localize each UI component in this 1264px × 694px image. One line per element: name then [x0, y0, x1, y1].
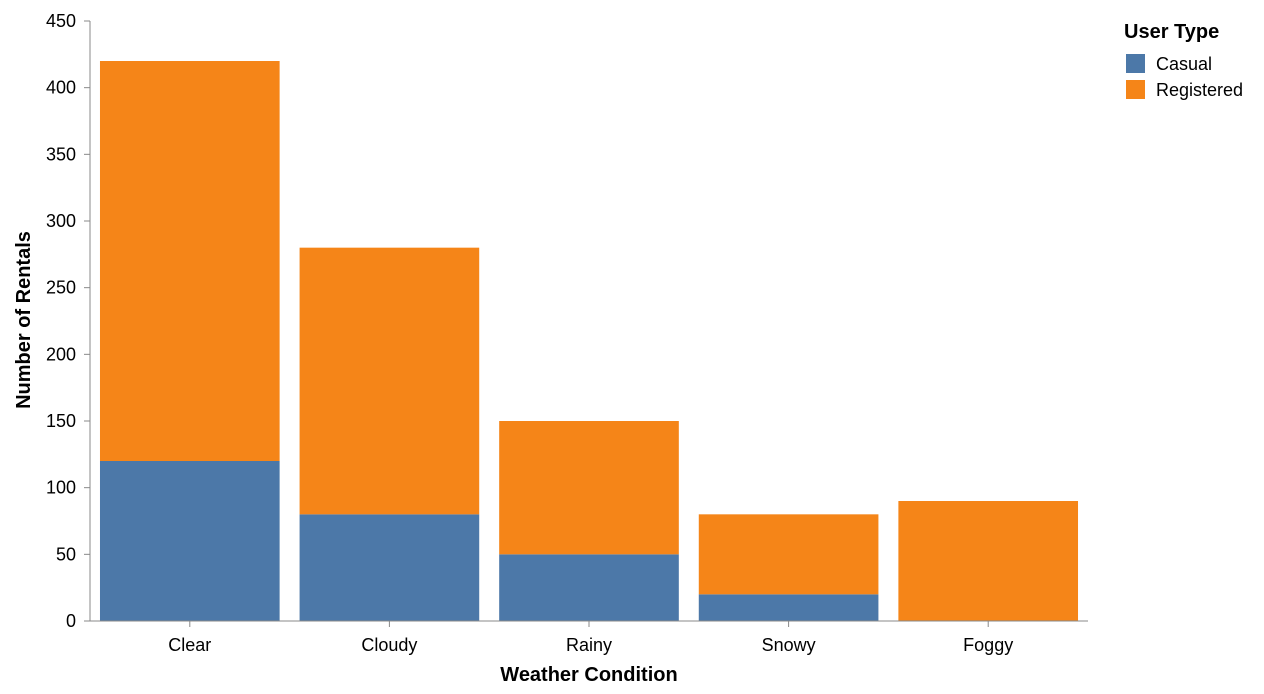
bar-rainy-registered [499, 421, 679, 555]
legend: User Type Casual Registered [1124, 21, 1243, 100]
bar-snowy-registered [698, 514, 879, 595]
y-tick-label: 150 [46, 411, 76, 431]
bar-cloudy-casual [299, 514, 480, 621]
y-tick-label: 400 [46, 78, 76, 98]
legend-swatch-casual [1126, 54, 1145, 73]
y-tick-label: 300 [46, 211, 76, 231]
x-axis-title: Weather Condition [500, 664, 677, 686]
x-tick-label: Foggy [963, 635, 1013, 655]
y-tick-label: 0 [66, 611, 76, 631]
bar-cloudy-registered [299, 247, 480, 515]
x-tick-label: Snowy [762, 635, 816, 655]
y-tick-label: 50 [56, 544, 76, 564]
bar-clear-casual [99, 461, 280, 621]
y-axis-title: Number of Rentals [13, 231, 35, 409]
legend-label-casual: Casual [1156, 54, 1212, 74]
y-tick-label: 250 [46, 278, 76, 298]
y-tick-label: 100 [46, 478, 76, 498]
bar-foggy-registered [898, 501, 1079, 621]
legend-title: User Type [1124, 21, 1219, 43]
legend-label-registered: Registered [1156, 80, 1243, 100]
x-tick-label: Cloudy [361, 635, 417, 655]
legend-swatch-registered [1126, 80, 1145, 99]
y-axis: 0 50 100 150 200 250 300 350 400 450 [46, 11, 91, 631]
bar-snowy-casual [698, 594, 879, 621]
bar-clear-registered [99, 61, 280, 461]
y-tick-label: 200 [46, 344, 76, 364]
bars-group [99, 61, 1079, 621]
bar-rainy-casual [499, 554, 679, 621]
y-tick-label: 350 [46, 144, 76, 164]
x-tick-label: Clear [168, 635, 211, 655]
y-tick-label: 450 [46, 11, 76, 31]
x-tick-label: Rainy [566, 635, 612, 655]
x-axis: Clear Cloudy Rainy Snowy Foggy [90, 620, 1088, 655]
